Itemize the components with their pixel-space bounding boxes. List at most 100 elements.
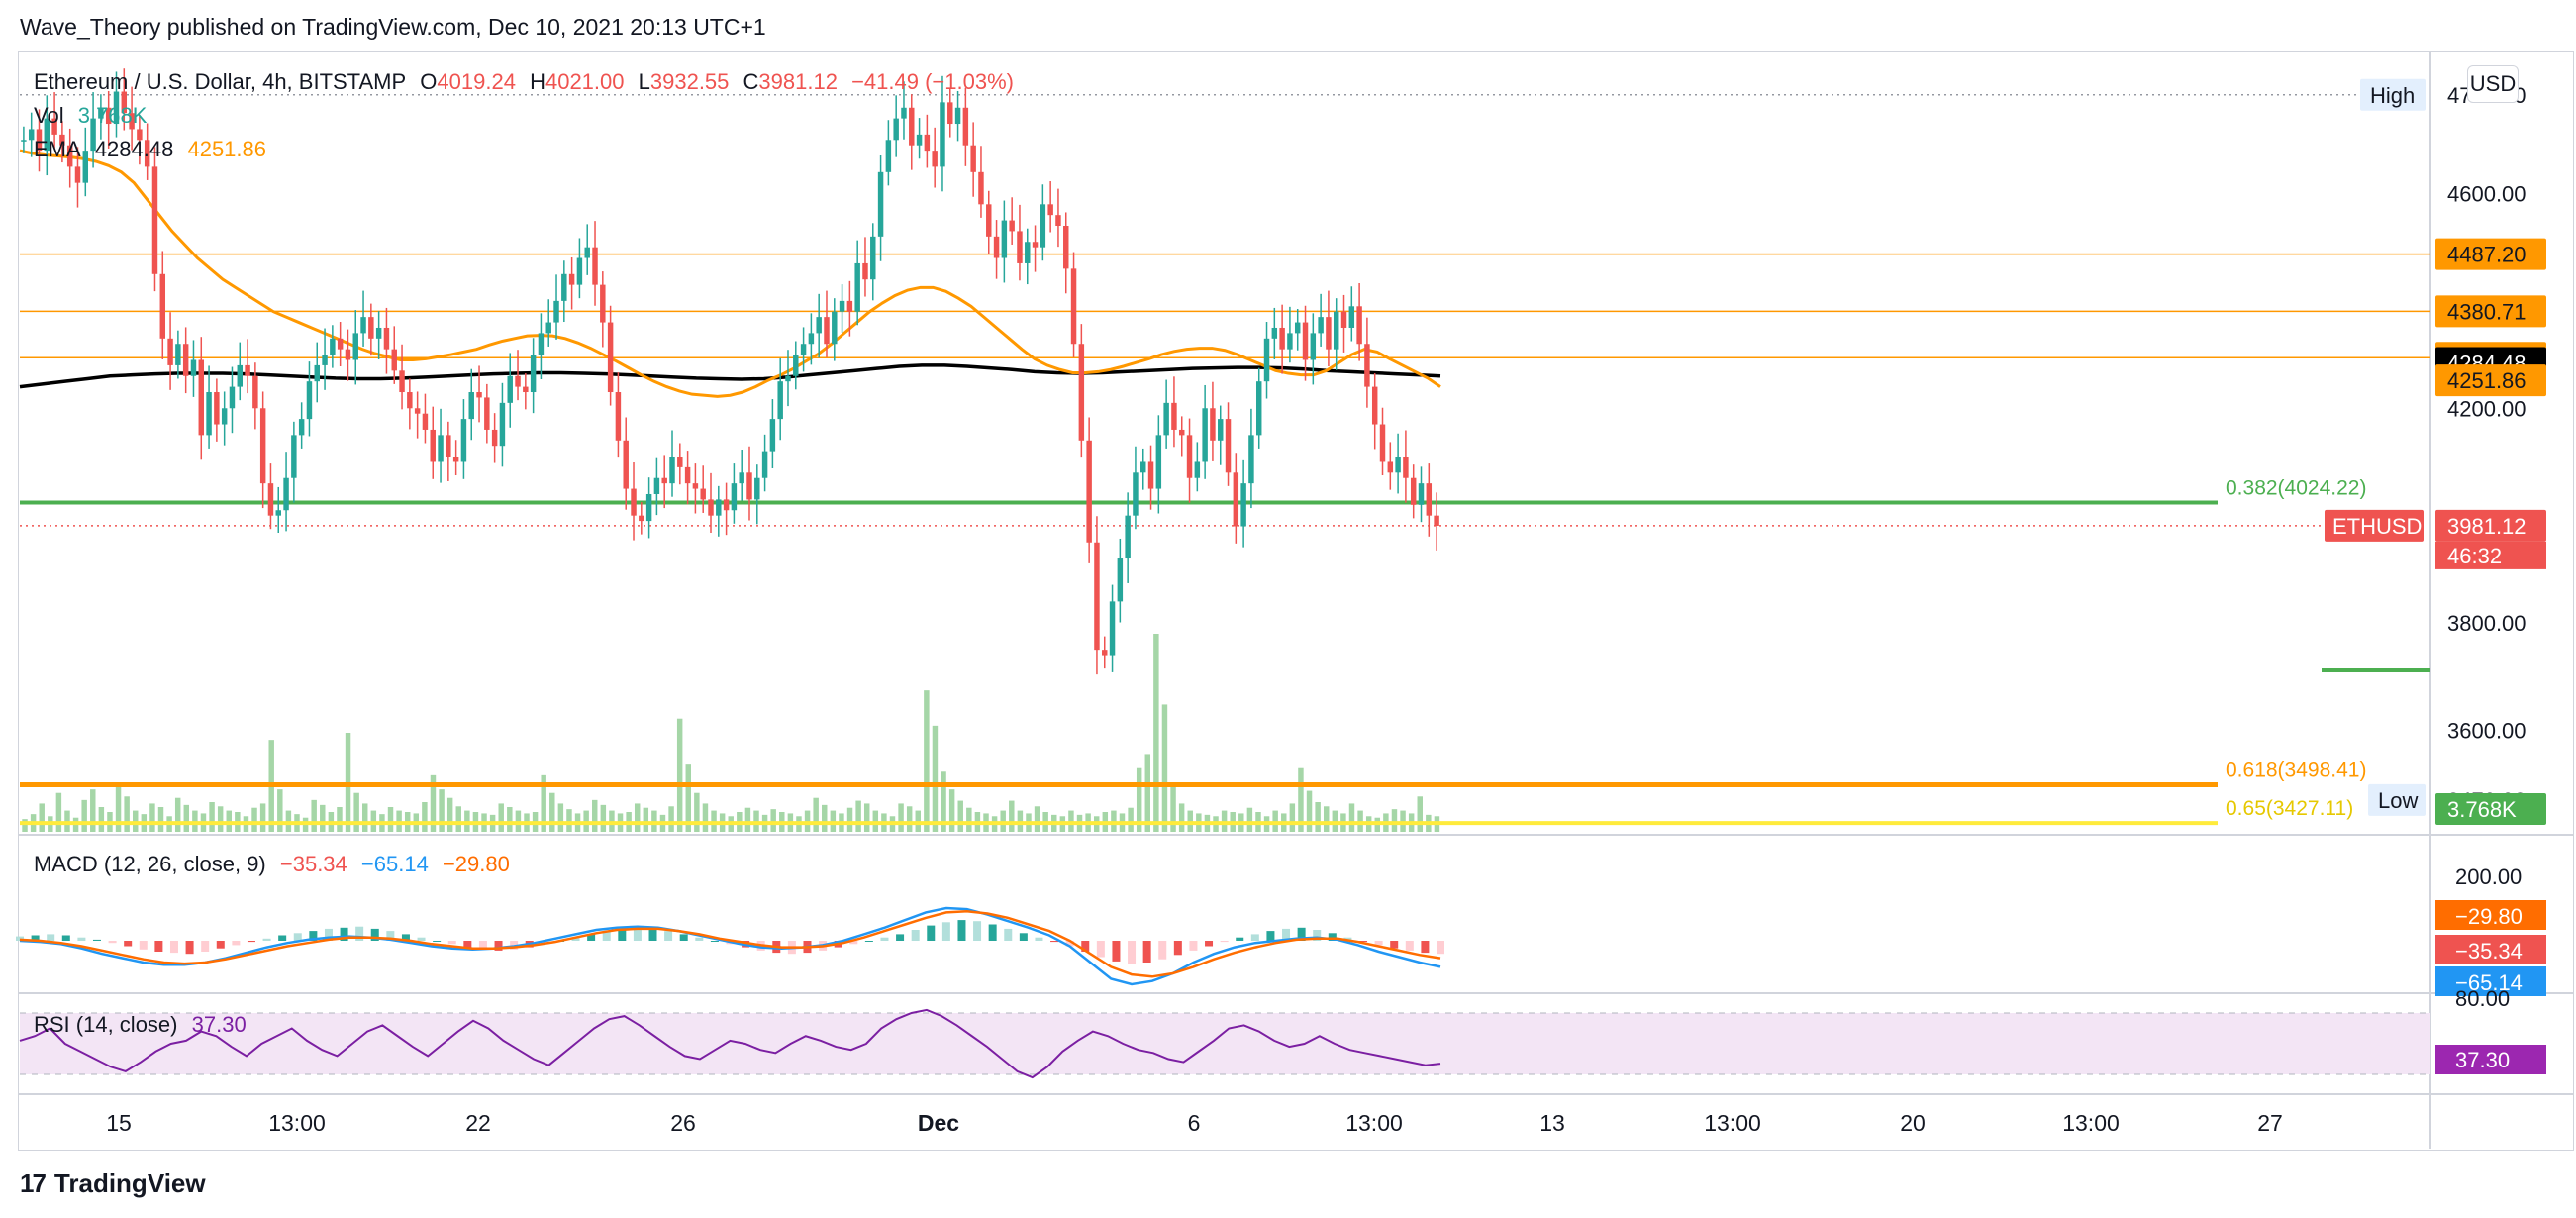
- volume-bar: [39, 803, 45, 832]
- candle-body: [877, 171, 884, 237]
- macd-histogram-bar: [232, 941, 241, 946]
- macd-histogram-bar: [417, 937, 426, 941]
- price-level-badge-bg: [2435, 238, 2546, 270]
- candle-body: [237, 364, 243, 387]
- candle-body: [98, 107, 104, 119]
- price-axis-tick: 4600.00: [2447, 181, 2526, 206]
- candle-body: [978, 171, 984, 205]
- candle-body: [330, 338, 336, 355]
- candle-body: [182, 344, 189, 376]
- candle-body: [1017, 231, 1023, 263]
- candle-body: [407, 392, 413, 409]
- macd-histogram-bar: [973, 921, 982, 941]
- ema-fast-value: 4251.86: [187, 137, 266, 161]
- macd-histogram-bar: [278, 935, 287, 941]
- ema-slow-line: [19, 363, 1441, 389]
- candle-body: [970, 145, 976, 172]
- candle-body: [221, 408, 228, 425]
- price-level-badge: 4251.86: [2447, 368, 2526, 393]
- change-value: −41.49 (−1.03%): [851, 69, 1014, 94]
- candle-body: [190, 359, 197, 376]
- candle-body: [785, 375, 791, 382]
- macd-histogram-bar: [293, 933, 302, 941]
- candle-body: [1418, 483, 1425, 505]
- candle-body: [1379, 424, 1386, 462]
- volume-bar: [55, 792, 62, 832]
- macd-histogram-bar: [1035, 937, 1043, 941]
- macd-histogram-bar: [478, 941, 487, 950]
- candle-body: [1179, 429, 1185, 436]
- candle-body: [623, 440, 629, 489]
- volume-bar: [1170, 782, 1176, 832]
- candle-body: [885, 140, 892, 172]
- candle-body: [391, 349, 397, 371]
- macd-histogram-bar: [710, 941, 719, 942]
- macd-histogram-bar: [185, 941, 194, 955]
- volume-bar: [549, 792, 555, 832]
- volume-bar: [557, 803, 564, 832]
- candle-body: [1001, 220, 1008, 258]
- candle-body: [1333, 311, 1339, 350]
- volume-bar: [157, 807, 164, 832]
- candle-body: [909, 107, 915, 146]
- vol-value: 3.768K: [77, 103, 148, 128]
- publisher-line: Wave_Theory published on TradingView.com…: [20, 14, 766, 40]
- candle-body: [846, 300, 853, 312]
- price-level-badge-bg: [2435, 364, 2546, 397]
- candle-body: [1348, 306, 1355, 328]
- low-tag: Low: [2378, 788, 2418, 813]
- volume-bar: [1323, 806, 1330, 832]
- candle-body: [716, 499, 722, 516]
- candle-body: [113, 91, 120, 125]
- volume-bar: [217, 806, 224, 832]
- rsi-badge-bg: [2435, 1045, 2546, 1074]
- macd-histogram-bar: [849, 941, 858, 945]
- macd-histogram-bar: [447, 941, 456, 945]
- macd-histogram-bar: [664, 931, 673, 941]
- macd-histogram-bar: [679, 934, 688, 941]
- candle-body: [1403, 457, 1409, 478]
- candle-body: [1125, 515, 1131, 559]
- macd-histogram-bar: [988, 924, 997, 941]
- candle-body: [36, 129, 43, 152]
- last-price-badge-bg: [2435, 509, 2546, 542]
- candle-body: [1248, 435, 1254, 484]
- macd-axis-tick: −29.80: [2455, 904, 2523, 929]
- currency-button[interactable]: USD: [2467, 65, 2519, 103]
- candle-body: [1395, 457, 1401, 473]
- candle-body: [1340, 311, 1347, 328]
- volume-bar: [455, 806, 461, 832]
- volume-bar: [924, 690, 930, 832]
- low-tag-bg: [2368, 783, 2426, 816]
- time-axis-tick: 6: [1188, 1110, 1201, 1136]
- macd-histogram-bar: [1266, 931, 1275, 941]
- candle-body: [1364, 344, 1370, 387]
- volume-bar: [1289, 803, 1296, 832]
- tradingview-footer: 17 TradingView: [20, 1168, 206, 1199]
- candle-body: [198, 359, 205, 436]
- macd-histogram-bar: [941, 922, 950, 941]
- macd-histogram-bar: [927, 925, 936, 941]
- volume-bar: [941, 771, 946, 832]
- candle-body: [777, 381, 783, 420]
- volume-bar: [541, 774, 546, 832]
- volume-bar: [863, 803, 870, 832]
- volume-bar: [1144, 754, 1151, 832]
- volume-bar: [498, 803, 504, 832]
- candle-body: [1225, 419, 1232, 473]
- candle-body: [414, 408, 421, 414]
- volume-bar: [1034, 806, 1040, 832]
- price-axis-tick: 3800.00: [2447, 611, 2526, 636]
- volume-bar: [446, 797, 453, 832]
- candle-body: [1109, 601, 1116, 656]
- macd-axis-tick: 200.00: [2455, 864, 2522, 889]
- volume-bar: [770, 809, 776, 832]
- macd-histogram-bar: [1236, 937, 1244, 941]
- candle-body: [661, 477, 667, 484]
- candle-body: [993, 236, 1000, 258]
- macd-histogram-bar: [571, 937, 580, 941]
- candle-body: [337, 338, 344, 350]
- candle-body: [66, 145, 73, 167]
- candle-body: [568, 273, 575, 285]
